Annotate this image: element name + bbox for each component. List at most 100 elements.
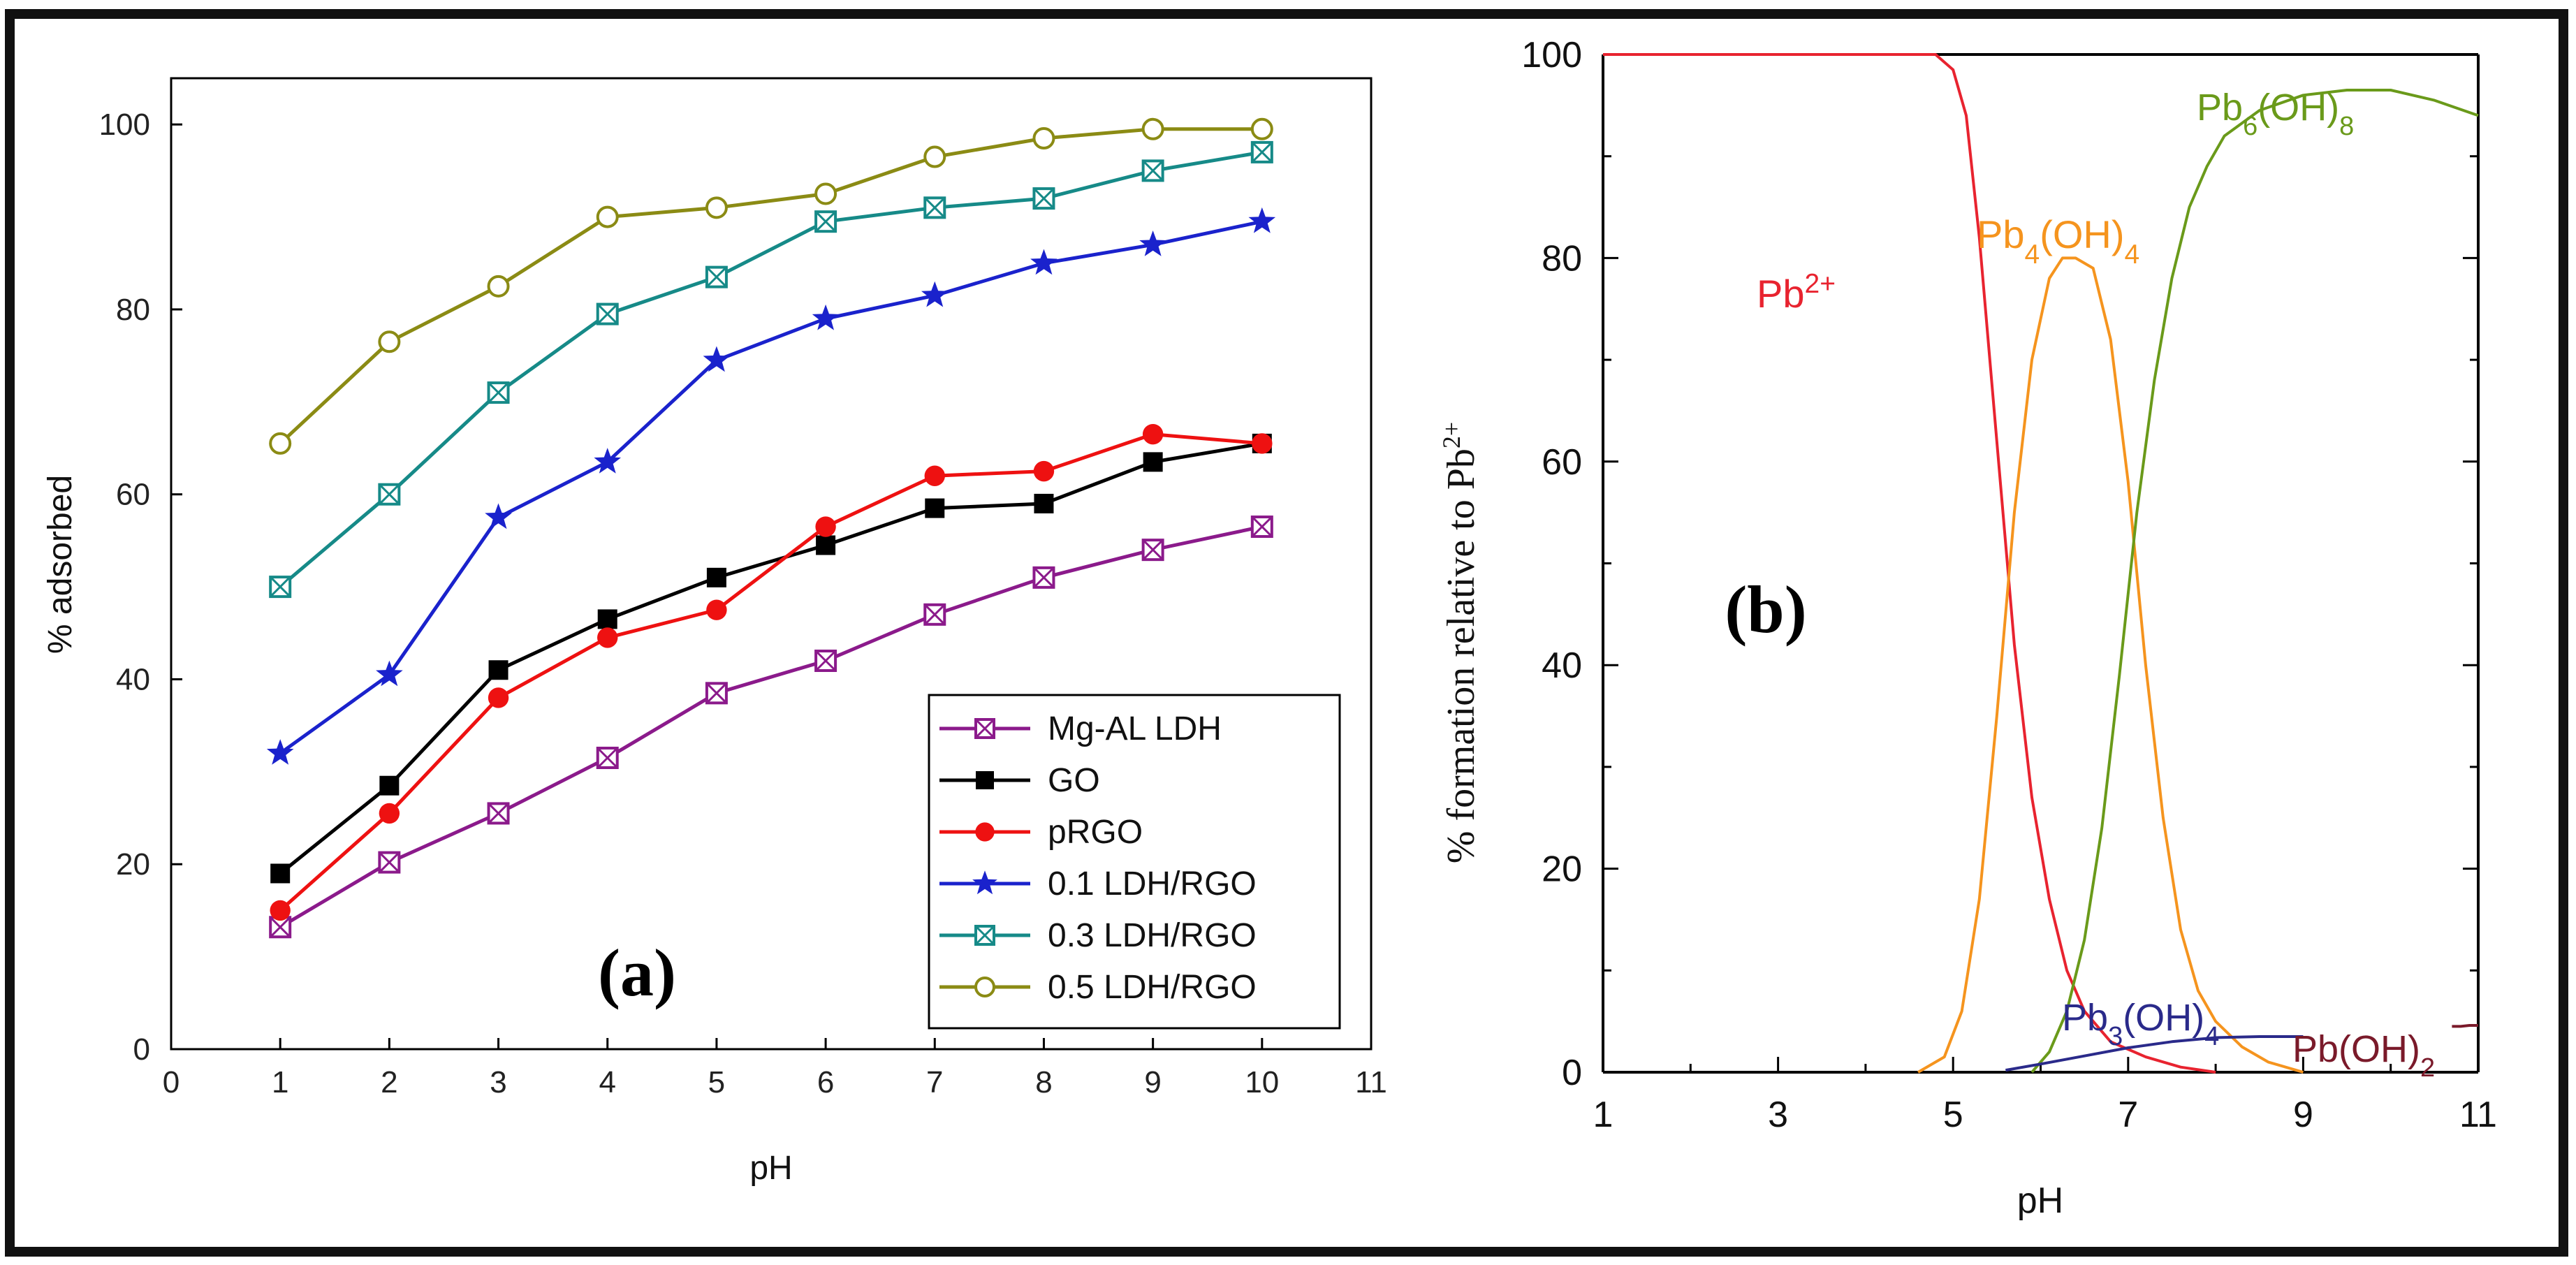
data-point-go bbox=[488, 660, 508, 680]
legend-label-0-1-ldh-rgo: 0.1 LDH/RGO bbox=[1048, 865, 1257, 902]
panel-b-x-tick-label: 5 bbox=[1943, 1095, 1963, 1135]
series-line-pb6-oh-8 bbox=[2030, 89, 2479, 1074]
panel-a-y-tick-label: 20 bbox=[116, 847, 150, 882]
panel-a-x-tick-label: 10 bbox=[1245, 1065, 1279, 1099]
data-point-0-3-ldh-rgo bbox=[814, 210, 837, 233]
panel-b-x-tick-label: 7 bbox=[2118, 1095, 2138, 1135]
panel-a-x-tick-label: 6 bbox=[817, 1065, 834, 1099]
data-point-0-3-ldh-rgo bbox=[596, 302, 619, 326]
data-point-0-3-ldh-rgo bbox=[269, 576, 292, 599]
data-point-prgo bbox=[1252, 433, 1273, 454]
data-point-go bbox=[925, 498, 945, 518]
panel-b-chart: 1 3 5 7 9 11 0 20 40 60 80 100 Pb2+ Pb4(OH)4 Pb6(OH)8… bbox=[1437, 35, 2497, 1221]
data-point-0-5-ldh-rgo bbox=[378, 330, 401, 353]
data-point-mg-al-ldh bbox=[923, 603, 946, 626]
data-point-go bbox=[270, 863, 291, 884]
data-point-0-1-ldh-rgo bbox=[1139, 231, 1166, 256]
data-point-0-5-ldh-rgo bbox=[814, 182, 837, 205]
series-line-0-1-ldh-rgo bbox=[279, 219, 1263, 755]
panel-a-x-tick-label: 5 bbox=[708, 1065, 725, 1099]
panel-a-x-tick-label: 1 bbox=[272, 1065, 288, 1099]
data-point-prgo bbox=[706, 599, 727, 620]
panel-b-y-tick-label: 80 bbox=[1542, 238, 1582, 279]
data-point-0-1-ldh-rgo bbox=[1030, 249, 1058, 275]
panel-b-x-tick-label: 1 bbox=[1593, 1095, 1613, 1135]
data-point-prgo bbox=[924, 465, 945, 486]
panel-b-label: (b) bbox=[1725, 572, 1806, 647]
panel-a-x-tick-label: 7 bbox=[926, 1065, 943, 1099]
panel-b-x-tick-label: 3 bbox=[1768, 1095, 1788, 1135]
panel-a-label: (a) bbox=[598, 935, 676, 1010]
data-point-mg-al-ldh bbox=[378, 851, 401, 874]
series-line-0-5-ldh-rgo bbox=[279, 127, 1262, 445]
panel-b-x-tick-label: 11 bbox=[2459, 1095, 2497, 1135]
data-point-go bbox=[379, 775, 400, 796]
panel-a-x-tick-label: 3 bbox=[490, 1065, 506, 1099]
legend-label-0-3-ldh-rgo: 0.3 LDH/RGO bbox=[1048, 917, 1257, 954]
data-point-0-3-ldh-rgo bbox=[1250, 140, 1273, 163]
panel-a-x-tick-label: 4 bbox=[599, 1065, 615, 1099]
panel-a-y-tick-label: 80 bbox=[116, 293, 150, 327]
species-label-pb-oh-2: Pb(OH)2 bbox=[2292, 1028, 2435, 1083]
series-line-pb3-oh-4 bbox=[2005, 1035, 2304, 1072]
data-point-prgo bbox=[1033, 460, 1055, 482]
legend-marker-go bbox=[976, 771, 994, 789]
panel-a-x-tick-label: 9 bbox=[1144, 1065, 1161, 1099]
data-point-go bbox=[597, 609, 617, 629]
panel-a-y-tick-label: 40 bbox=[116, 662, 150, 696]
panel-b-y-tick-label: 40 bbox=[1542, 645, 1582, 686]
panel-a-y-tick-label: 0 bbox=[133, 1032, 150, 1067]
data-point-mg-al-ldh bbox=[487, 802, 510, 825]
data-point-0-3-ldh-rgo bbox=[487, 381, 510, 404]
data-point-0-1-ldh-rgo bbox=[703, 346, 731, 372]
data-point-0-1-ldh-rgo bbox=[594, 448, 621, 474]
data-point-0-5-ldh-rgo bbox=[1250, 117, 1273, 140]
panel-b-y-axis-title: % formation relative to Pb2+ bbox=[1437, 422, 1483, 863]
species-label-pb3-oh-4: Pb3(OH)4 bbox=[2062, 997, 2219, 1051]
data-point-0-1-ldh-rgo bbox=[812, 304, 840, 330]
panel-a-series bbox=[279, 127, 1263, 929]
data-point-prgo bbox=[1142, 423, 1164, 445]
data-point-0-5-ldh-rgo bbox=[487, 275, 510, 298]
panel-b-y-tick-label: 100 bbox=[1521, 35, 1582, 75]
legend-label-prgo: pRGO bbox=[1048, 814, 1143, 851]
data-point-go bbox=[1143, 452, 1163, 472]
data-point-0-1-ldh-rgo bbox=[1248, 207, 1276, 233]
panel-a-x-tick-label: 2 bbox=[381, 1065, 397, 1099]
series-line-pb4-oh-4 bbox=[1917, 256, 2304, 1074]
panel-a-x-tick-label: 8 bbox=[1035, 1065, 1052, 1099]
data-point-0-3-ldh-rgo bbox=[1032, 187, 1055, 210]
data-point-0-5-ldh-rgo bbox=[269, 432, 292, 455]
data-point-0-5-ldh-rgo bbox=[596, 205, 619, 228]
data-point-prgo bbox=[815, 516, 836, 537]
panel-b-y-tick-label: 0 bbox=[1562, 1053, 1582, 1093]
data-point-0-3-ldh-rgo bbox=[1141, 159, 1164, 182]
data-point-mg-al-ldh bbox=[705, 682, 728, 705]
series-line-0-3-ldh-rgo bbox=[279, 150, 1263, 589]
data-point-0-5-ldh-rgo bbox=[705, 196, 728, 219]
series-line-go bbox=[279, 441, 1263, 875]
data-point-go bbox=[1034, 493, 1054, 513]
data-point-0-1-ldh-rgo bbox=[376, 660, 403, 687]
data-point-0-1-ldh-rgo bbox=[485, 503, 512, 529]
series-line-prgo bbox=[279, 432, 1263, 912]
data-point-mg-al-ldh bbox=[1250, 515, 1273, 539]
panel-b-y-tick-label: 20 bbox=[1542, 849, 1582, 890]
series-line-pb2 bbox=[1603, 53, 2216, 1074]
data-point-mg-al-ldh bbox=[814, 650, 837, 672]
data-point-0-1-ldh-rgo bbox=[921, 281, 949, 307]
data-point-0-3-ldh-rgo bbox=[378, 483, 401, 506]
data-point-prgo bbox=[597, 627, 618, 648]
panel-b-y-tick-label: 60 bbox=[1542, 442, 1582, 483]
panel-a-x-tick-label: 0 bbox=[163, 1065, 180, 1099]
panel-a-y-tick-label: 100 bbox=[99, 108, 150, 142]
data-point-prgo bbox=[488, 687, 509, 708]
legend-marker-0-3-ldh-rgo bbox=[974, 925, 995, 946]
panel-b-x-tick-label: 9 bbox=[2293, 1095, 2313, 1135]
species-label-pb6-oh-8: Pb6(OH)8 bbox=[2197, 87, 2354, 141]
panel-b-series bbox=[1603, 53, 2479, 1074]
data-point-0-1-ldh-rgo bbox=[266, 739, 294, 765]
panel-a-markers bbox=[266, 117, 1276, 939]
panel-a-y-tick-label: 60 bbox=[116, 478, 150, 512]
panel-b-y-axis-title-main: % formation relative to Pb bbox=[1440, 448, 1483, 863]
